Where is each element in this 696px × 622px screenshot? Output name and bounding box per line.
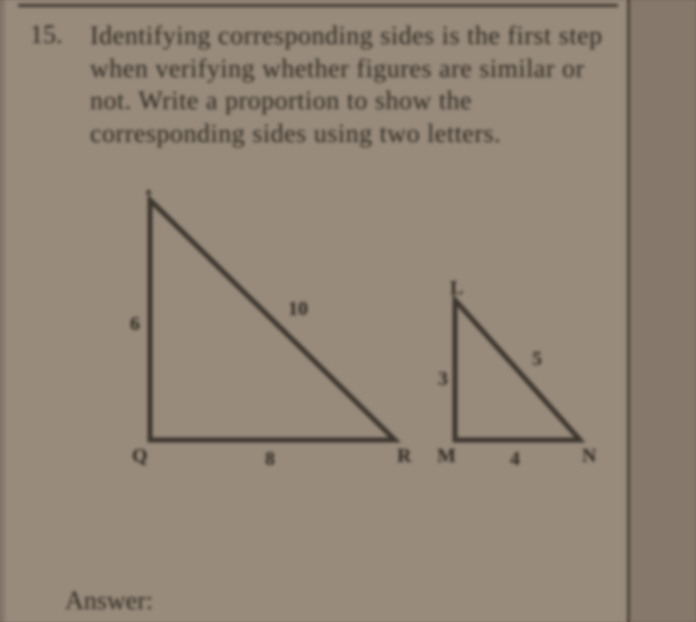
page-background: 15. Identifying corresponding sides is t…	[0, 0, 696, 622]
side-MN: 4	[510, 448, 520, 470]
side-QR: 8	[265, 448, 275, 470]
vertex-L: L	[450, 277, 463, 299]
diagram-area: P Q R 6 8 10 L M N 3 4 5	[60, 190, 600, 510]
question-number: 15.	[30, 20, 63, 50]
vertex-P: P	[145, 190, 157, 199]
triangle-small: L M N 3 4 5	[437, 277, 597, 470]
side-PR: 10	[288, 298, 308, 320]
side-PQ: 6	[130, 313, 140, 335]
side-LN: 5	[532, 348, 542, 370]
vertex-M: M	[437, 445, 456, 467]
triangle-small-shape	[455, 300, 580, 440]
triangle-large-shape	[150, 200, 395, 440]
vertex-N: N	[582, 445, 597, 467]
vertex-Q: Q	[132, 445, 148, 467]
triangle-large: P Q R 6 8 10	[130, 190, 412, 470]
side-LM: 3	[438, 368, 448, 390]
triangles-svg: P Q R 6 8 10 L M N 3 4 5	[60, 190, 620, 510]
answer-label: Answer:	[65, 586, 153, 616]
question-text: Identifying corresponding sides is the f…	[90, 20, 620, 150]
vertex-R: R	[397, 445, 412, 467]
